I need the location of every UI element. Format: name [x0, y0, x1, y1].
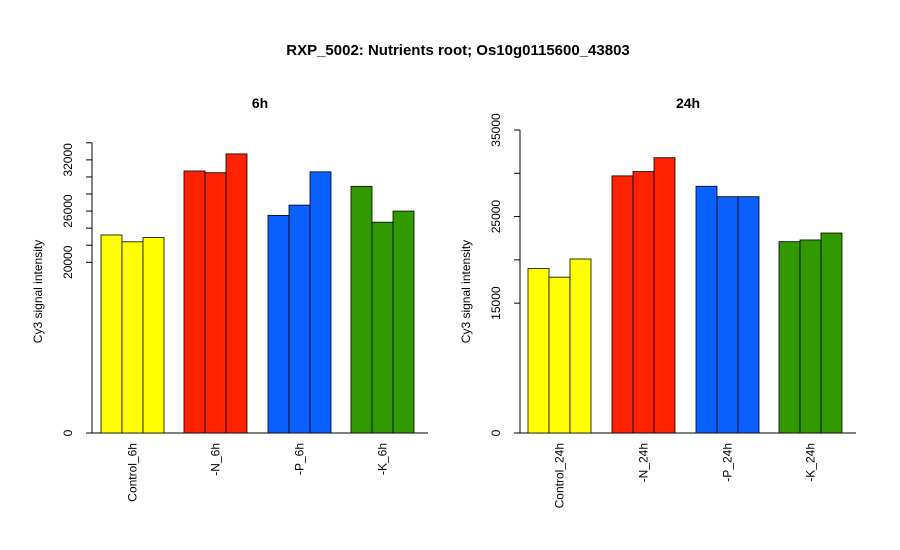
category-label: -N_6h — [209, 443, 223, 476]
bar-p24h-3 — [737, 196, 760, 434]
category-label: -N_24h — [637, 443, 651, 482]
y-tick-label: 0 — [61, 429, 75, 436]
bar-k6h-1 — [350, 185, 373, 434]
bar-p24h-2 — [716, 196, 739, 434]
y-tick-label: 25000 — [489, 200, 503, 234]
bar-n6h-1 — [183, 170, 206, 434]
category-label: -P_24h — [721, 443, 735, 482]
category-label: Control_24h — [553, 443, 567, 508]
panel-title: 24h — [676, 95, 700, 111]
bar-p6h-1 — [267, 214, 290, 434]
bar-control6h-3 — [142, 237, 165, 434]
bar-n6h-2 — [204, 172, 227, 434]
category-label: -K_24h — [804, 443, 818, 482]
y-tick-label: 26000 — [61, 194, 75, 228]
bar-control24h-3 — [569, 258, 592, 434]
bar-p24h-1 — [695, 185, 718, 434]
panel-2: 24h 0 15000 25000 35000 Cy3 signal intensity C… — [459, 95, 856, 508]
bar-k24h-1 — [778, 241, 801, 434]
panel-1: 6h 0 20000 26000 32000 Cy3 signal intensity Co… — [31, 95, 428, 502]
bar-n24h-3 — [653, 157, 676, 434]
category-label: Control_6h — [126, 443, 140, 502]
category-label: -P_6h — [293, 443, 307, 475]
y-axis-title: Cy3 signal intensity — [459, 240, 473, 343]
y-axis-title: Cy3 signal intensity — [31, 240, 45, 343]
bar-k6h-3 — [392, 210, 415, 434]
bar-n6h-3 — [225, 153, 248, 434]
bar-n24h-1 — [611, 175, 634, 434]
bar-k24h-3 — [820, 232, 843, 434]
chart-main-title: RXP_5002: Nutrients root; Os10g0115600_4… — [286, 42, 630, 59]
category-label: -K_6h — [376, 443, 390, 475]
bar-p6h-3 — [309, 171, 332, 434]
bar-k6h-2 — [371, 221, 394, 434]
y-tick-label: 15000 — [489, 286, 503, 320]
bar-control24h-2 — [548, 276, 571, 434]
y-tick-label: 0 — [489, 429, 503, 436]
bar-p6h-2 — [288, 204, 311, 434]
y-tick-label: 20000 — [61, 245, 75, 279]
bar-control6h-2 — [121, 241, 144, 434]
panel-title: 6h — [252, 95, 268, 111]
bar-n24h-2 — [632, 171, 655, 434]
bar-control24h-1 — [527, 268, 550, 434]
y-tick-label: 35000 — [489, 113, 503, 147]
y-tick-label: 32000 — [61, 143, 75, 177]
bar-control6h-1 — [100, 234, 123, 434]
bar-k24h-2 — [799, 239, 822, 434]
